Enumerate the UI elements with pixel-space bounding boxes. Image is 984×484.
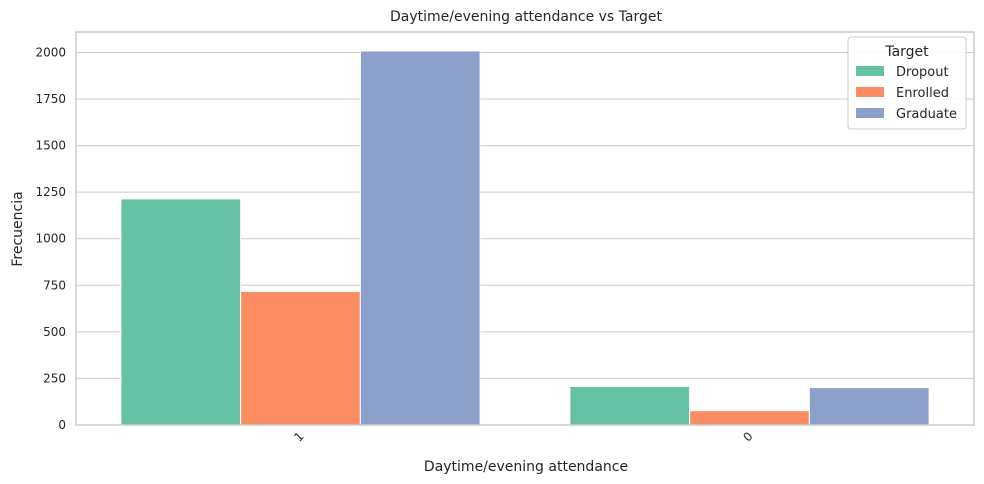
legend-swatch-graduate xyxy=(856,108,884,118)
legend-label-enrolled: Enrolled xyxy=(896,86,949,101)
y-tick-label: 2000 xyxy=(35,45,66,59)
bar-graduate-1 xyxy=(359,50,481,426)
bar-enrolled-1 xyxy=(240,290,361,426)
y-tick-label: 250 xyxy=(43,371,66,385)
bar-enrolled-0 xyxy=(689,410,810,426)
y-tick-label: 500 xyxy=(43,325,66,339)
legend-swatch-enrolled xyxy=(856,87,884,97)
chart-title: Daytime/evening attendance vs Target xyxy=(390,9,662,25)
bar-dropout-0 xyxy=(569,385,691,426)
y-tick-label: 1000 xyxy=(35,232,66,246)
y-tick-label: 1750 xyxy=(35,92,66,106)
legend-box xyxy=(847,36,967,130)
x-axis-label: Daytime/evening attendance xyxy=(424,459,628,475)
bar-graduate-0 xyxy=(808,387,930,426)
y-axis-label: Frecuencia xyxy=(10,191,26,266)
legend: Target Dropout Enrolled Graduate xyxy=(847,36,967,130)
plot-frame xyxy=(75,31,975,426)
y-tick-label: 750 xyxy=(43,278,66,292)
x-tick-label: 0 xyxy=(740,429,755,444)
legend-swatch-dropout xyxy=(856,66,884,76)
bar-dropout-1 xyxy=(120,198,242,426)
legend-title: Target xyxy=(884,44,929,60)
y-tick-label: 1500 xyxy=(35,139,66,153)
x-tick-label: 1 xyxy=(291,429,306,444)
y-axis-ticks: 0 250 500 750 1000 1250 1500 1750 2000 xyxy=(35,45,66,432)
legend-label-graduate: Graduate xyxy=(896,107,957,122)
legend-label-dropout: Dropout xyxy=(896,65,949,80)
y-tick-label: 0 xyxy=(58,418,66,432)
bars xyxy=(120,50,930,426)
y-tick-label: 1250 xyxy=(35,185,66,199)
